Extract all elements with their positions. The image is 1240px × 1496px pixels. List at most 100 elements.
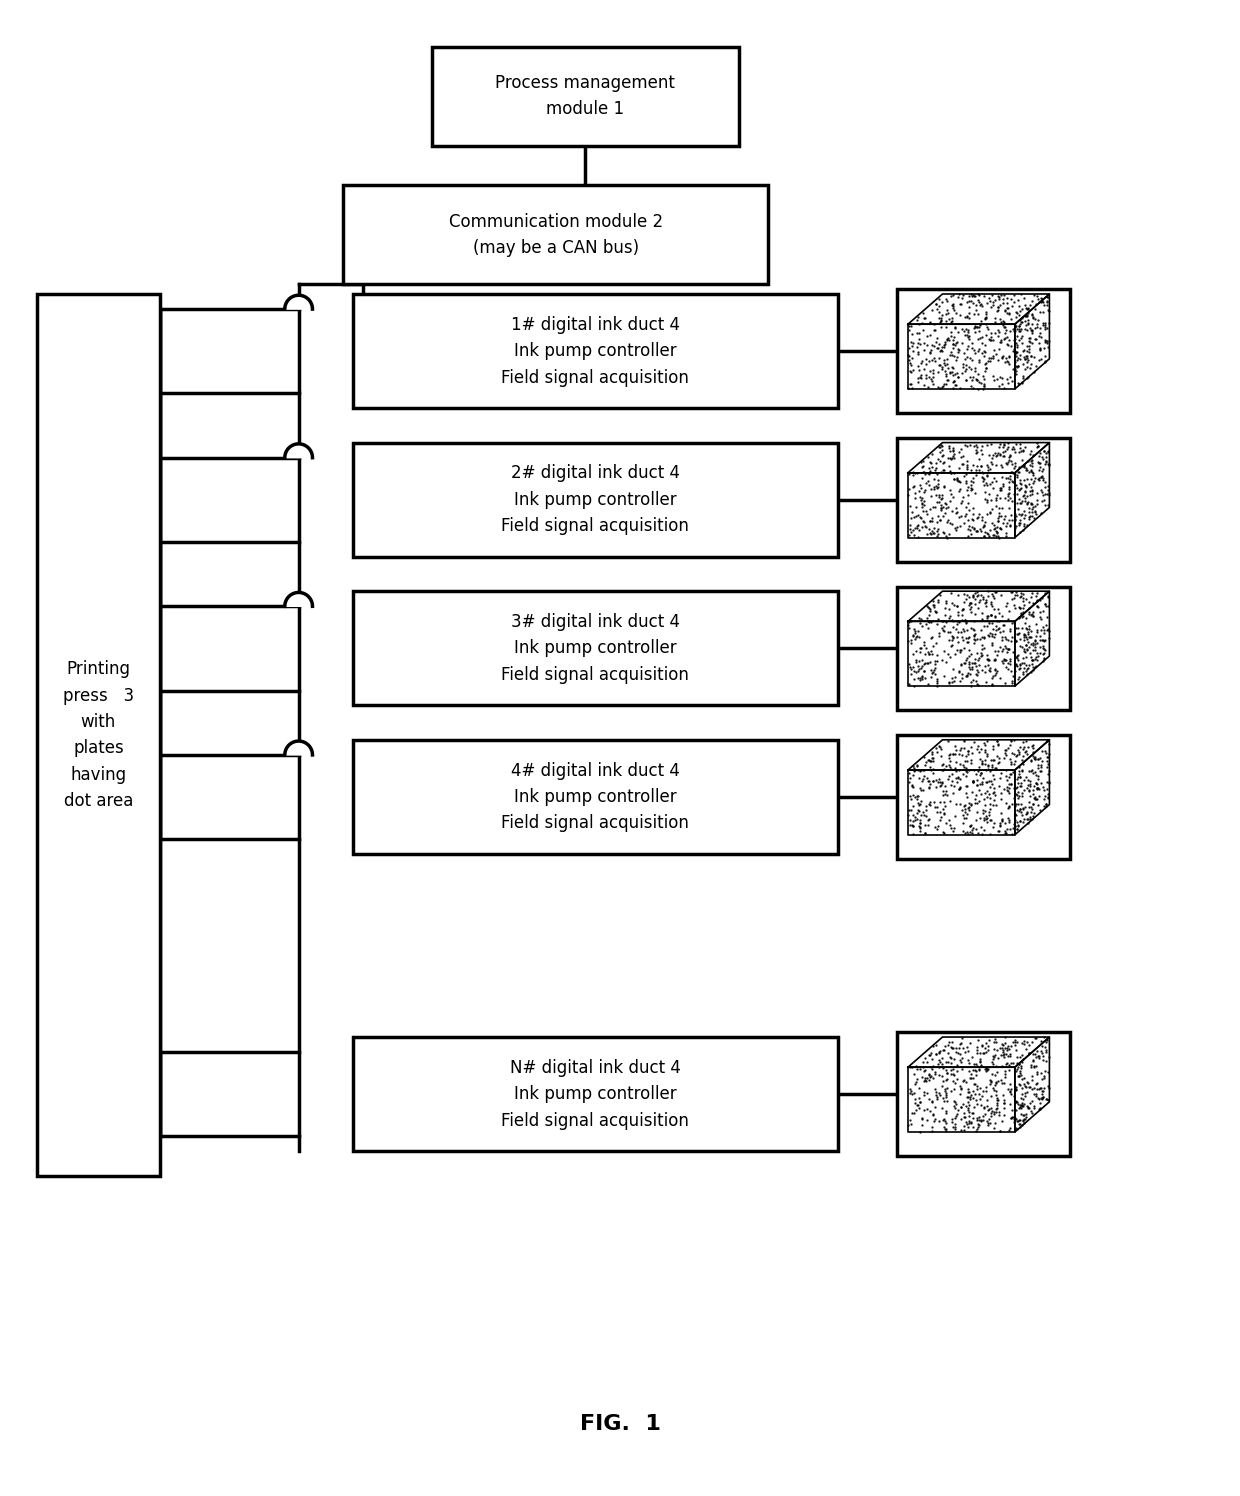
Point bbox=[959, 525, 978, 549]
Point bbox=[1007, 334, 1027, 358]
Point bbox=[1003, 815, 1023, 839]
Point bbox=[987, 367, 1007, 390]
Point bbox=[988, 597, 1008, 621]
Point bbox=[1008, 476, 1028, 500]
Point bbox=[934, 335, 954, 359]
Point bbox=[960, 365, 980, 389]
Point bbox=[999, 811, 1019, 835]
Point bbox=[909, 313, 929, 337]
Point bbox=[980, 769, 999, 793]
Point bbox=[1016, 764, 1035, 788]
Point bbox=[942, 820, 962, 844]
Point bbox=[1033, 628, 1053, 652]
Point bbox=[926, 335, 946, 359]
Point bbox=[1012, 1082, 1032, 1106]
Point bbox=[909, 649, 929, 673]
Point bbox=[919, 1043, 939, 1067]
Point bbox=[940, 749, 960, 773]
Point bbox=[966, 817, 986, 841]
Point bbox=[1022, 319, 1042, 343]
Point bbox=[991, 453, 1011, 477]
Point bbox=[970, 313, 990, 337]
Point bbox=[903, 518, 923, 542]
Point bbox=[1016, 645, 1035, 669]
Point bbox=[996, 524, 1016, 548]
Point bbox=[963, 585, 983, 609]
Point bbox=[1011, 1094, 1030, 1118]
Point bbox=[928, 1085, 947, 1109]
Point bbox=[944, 1062, 963, 1086]
Bar bbox=[897, 586, 1070, 711]
Point bbox=[966, 763, 986, 787]
Point bbox=[1034, 592, 1054, 616]
Point bbox=[1019, 329, 1039, 353]
Point bbox=[1029, 458, 1049, 482]
Point bbox=[941, 447, 961, 471]
Point bbox=[977, 464, 997, 488]
Point bbox=[1023, 782, 1043, 806]
Point bbox=[999, 444, 1019, 468]
Point bbox=[928, 794, 947, 818]
Point bbox=[956, 1085, 976, 1109]
Point bbox=[1017, 657, 1037, 681]
Point bbox=[936, 495, 956, 519]
Point bbox=[956, 586, 976, 610]
Point bbox=[1028, 793, 1048, 817]
Point bbox=[961, 591, 981, 615]
Point bbox=[920, 522, 940, 546]
Text: 2# digital ink duct 4
Ink pump controller
Field signal acquisition: 2# digital ink duct 4 Ink pump controlle… bbox=[501, 464, 689, 536]
Point bbox=[982, 622, 1002, 646]
Point bbox=[908, 370, 928, 393]
Point bbox=[901, 314, 921, 338]
Point bbox=[900, 655, 920, 679]
Point bbox=[971, 645, 991, 669]
Point bbox=[1004, 328, 1024, 352]
Point bbox=[924, 358, 944, 381]
Point bbox=[985, 516, 1004, 540]
Point bbox=[945, 1116, 965, 1140]
Point bbox=[900, 494, 920, 518]
Point bbox=[1023, 600, 1043, 624]
Point bbox=[1032, 1029, 1052, 1053]
Point bbox=[919, 595, 939, 619]
Point bbox=[918, 672, 937, 696]
Point bbox=[1035, 628, 1055, 652]
Point bbox=[928, 643, 947, 667]
Point bbox=[971, 1109, 991, 1132]
Point bbox=[982, 470, 1002, 494]
Point bbox=[987, 744, 1007, 767]
Point bbox=[916, 367, 936, 390]
Point bbox=[1033, 1086, 1053, 1110]
Point bbox=[967, 328, 987, 352]
Point bbox=[992, 809, 1012, 833]
Point bbox=[911, 495, 931, 519]
Point bbox=[963, 1079, 983, 1103]
Point bbox=[959, 797, 978, 821]
Point bbox=[1001, 1034, 1021, 1058]
Point bbox=[1023, 778, 1043, 802]
Point bbox=[920, 310, 940, 334]
Point bbox=[956, 760, 976, 784]
Point bbox=[968, 447, 988, 471]
Point bbox=[998, 482, 1018, 506]
Point bbox=[972, 504, 992, 528]
Point bbox=[1008, 770, 1028, 794]
Point bbox=[900, 609, 920, 633]
Point bbox=[991, 331, 1011, 355]
Point bbox=[976, 1074, 996, 1098]
Point bbox=[928, 462, 947, 486]
Point bbox=[997, 367, 1017, 390]
Point bbox=[945, 370, 965, 393]
Point bbox=[906, 1058, 926, 1082]
Point bbox=[1018, 622, 1038, 646]
Point bbox=[946, 749, 966, 773]
Point bbox=[978, 1110, 998, 1134]
Point bbox=[961, 458, 981, 482]
Point bbox=[1009, 343, 1029, 367]
Point bbox=[1009, 742, 1029, 766]
Point bbox=[911, 778, 931, 802]
Point bbox=[1035, 329, 1055, 353]
Point bbox=[1016, 1074, 1035, 1098]
Point bbox=[978, 317, 998, 341]
Point bbox=[926, 631, 946, 655]
